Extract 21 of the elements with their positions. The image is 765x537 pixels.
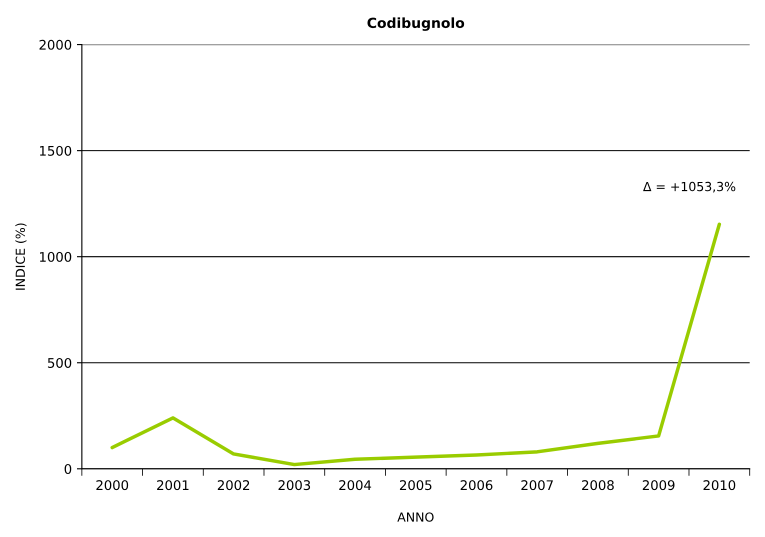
- x-tick-label: 2005: [400, 480, 432, 490]
- y-axis-title: INDICE (%): [15, 223, 26, 290]
- x-tick-label: 2002: [218, 480, 250, 490]
- x-tick-label: 2008: [582, 480, 614, 490]
- annotation: Δ = +1053,3%: [643, 182, 736, 193]
- y-tick-label: 0: [64, 464, 72, 474]
- x-tick-label: 2004: [339, 480, 372, 490]
- x-tick-label: 2010: [704, 480, 736, 490]
- chart-title: Codibugnolo: [368, 17, 464, 31]
- y-tick-label: 1000: [40, 252, 72, 262]
- x-axis-title: ANNO: [397, 512, 434, 522]
- y-tick-label: 1500: [40, 146, 72, 156]
- x-tick-label: 2006: [460, 480, 492, 490]
- y-tick-label: 2000: [40, 40, 72, 50]
- x-tick-label: 2001: [157, 480, 188, 490]
- x-tick-label: 2007: [521, 480, 553, 490]
- x-tick-label: 2003: [278, 480, 310, 490]
- line-series: [110, 222, 722, 466]
- x-tick-label: 2009: [642, 480, 674, 490]
- y-tick-label: 500: [48, 358, 72, 368]
- x-tick-label: 2000: [96, 480, 128, 490]
